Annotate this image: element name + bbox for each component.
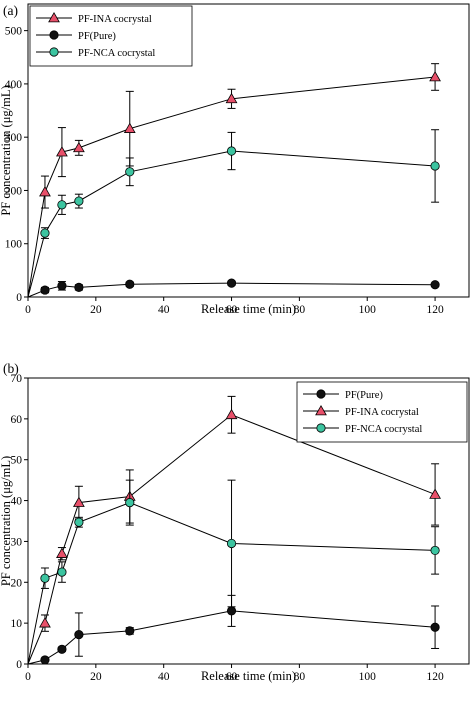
data-point <box>226 606 237 616</box>
x-tick-label: 80 <box>294 671 306 683</box>
series-0 <box>27 594 440 665</box>
y-tick-label: 40 <box>11 496 23 508</box>
data-point <box>39 186 51 197</box>
x-axis-label: Release time (min) <box>201 302 296 316</box>
data-point <box>125 498 135 508</box>
data-point <box>57 281 67 291</box>
x-tick-label: 100 <box>359 304 377 316</box>
panel-label: (a) <box>3 3 18 18</box>
data-point <box>429 70 441 82</box>
chart-panel-a: (a) 0 20 40 60 80 100 120 0 100 200 300 400 500 Releas… <box>0 3 470 316</box>
data-point <box>125 626 135 636</box>
data-point <box>74 629 84 640</box>
x-tick-label: 60 <box>226 671 238 683</box>
y-tick-label: 60 <box>11 414 23 426</box>
data-point <box>125 167 135 177</box>
y-tick-label: 10 <box>11 618 23 630</box>
data-point <box>74 282 84 293</box>
data-point <box>226 278 237 288</box>
y-tick-label: 500 <box>5 26 23 38</box>
legend-label: PF-INA cocrystal <box>345 407 419 418</box>
x-axis-label: Release time (min) <box>201 669 296 683</box>
data-point <box>430 622 440 632</box>
y-tick-label: 50 <box>11 455 23 467</box>
x-tick-label: 40 <box>158 304 170 316</box>
x-tick-label: 100 <box>359 671 377 683</box>
series-2 <box>27 479 440 665</box>
legend-marker <box>49 47 59 57</box>
data-point <box>74 196 84 206</box>
series-2 <box>27 129 440 298</box>
data-point <box>57 644 67 654</box>
data-point <box>226 146 237 156</box>
y-tick-label: 300 <box>5 132 23 144</box>
x-tick-label: 60 <box>226 304 238 316</box>
legend: PF(Pure) PF-INA cocrystal PF-NCA cocrystal <box>296 381 468 443</box>
data-point <box>56 146 68 157</box>
y-tick-label: 20 <box>11 577 23 589</box>
plot-frame <box>27 377 470 665</box>
data-point <box>225 408 238 420</box>
data-point <box>57 567 67 577</box>
panel-label: (b) <box>3 361 19 376</box>
x-tick-label: 40 <box>158 671 170 683</box>
y-axis-label: PF concentration (μg/mL) <box>0 85 13 215</box>
legend-marker <box>315 404 327 416</box>
data-point <box>430 280 440 290</box>
data-point <box>40 655 50 665</box>
y-tick-label: 30 <box>11 536 23 548</box>
x-tick-label: 0 <box>25 304 31 316</box>
y-tick-label: 0 <box>16 292 22 304</box>
x-tick-label: 20 <box>90 671 102 683</box>
y-tick-label: 70 <box>11 373 23 385</box>
data-point <box>72 496 85 507</box>
x-tick-label: 120 <box>426 304 444 316</box>
data-point <box>74 517 84 527</box>
data-point <box>125 279 135 289</box>
legend-marker <box>48 11 60 23</box>
chart-panel-b: (b) 0 20 40 60 80 100 120 0 10 20 30 40 50 60 70 Release… <box>0 361 470 683</box>
legend-label: PF-INA cocrystal <box>78 14 152 25</box>
data-point <box>39 617 51 628</box>
data-point <box>56 547 68 558</box>
plot-frame <box>27 3 470 298</box>
data-point <box>225 92 238 104</box>
data-point <box>226 538 237 549</box>
x-tick-label: 20 <box>90 304 102 316</box>
legend-marker <box>316 389 326 399</box>
series-0 <box>27 63 441 298</box>
legend-marker <box>49 30 59 40</box>
data-point <box>72 141 85 153</box>
y-tick-label: 0 <box>16 659 22 671</box>
x-tick-label: 0 <box>25 671 31 683</box>
legend-box <box>296 381 468 443</box>
x-tick-label: 120 <box>426 671 444 683</box>
data-point <box>57 200 67 210</box>
y-tick-label: 200 <box>5 185 23 197</box>
data-point <box>40 573 50 583</box>
data-point <box>40 285 50 295</box>
series-line <box>27 150 436 298</box>
x-tick-label: 80 <box>294 304 306 316</box>
legend-marker <box>316 423 326 433</box>
series-1 <box>27 395 441 665</box>
data-point <box>40 228 50 238</box>
series-line <box>27 76 436 298</box>
legend-label: PF(Pure) <box>345 390 383 401</box>
legend: PF-INA cocrystal PF(Pure) PF-NCA cocrystal <box>29 5 193 67</box>
data-point <box>429 488 441 499</box>
y-axis-label: PF concentration (μg/mL) <box>0 456 13 586</box>
legend-label: PF-NCA cocrystal <box>345 424 422 435</box>
data-point <box>430 161 440 171</box>
data-point <box>430 545 440 556</box>
legend-label: PF-NCA cocrystal <box>78 48 155 59</box>
data-point <box>123 122 136 133</box>
series-1 <box>27 278 440 298</box>
y-tick-label: 100 <box>5 239 23 251</box>
legend-label: PF(Pure) <box>78 31 116 42</box>
y-tick-label: 400 <box>5 79 23 91</box>
